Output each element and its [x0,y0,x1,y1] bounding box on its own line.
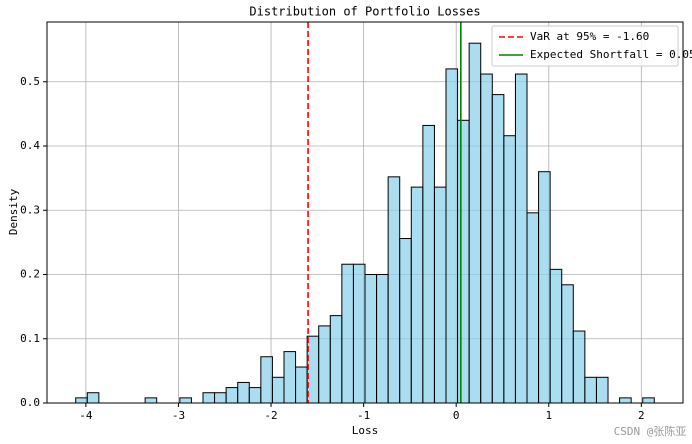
chart-title: Distribution of Portfolio Losses [249,5,480,19]
bar [445,68,459,404]
bar [387,176,401,404]
bar [526,212,540,404]
y-tick-label: 0.0 [20,396,40,409]
x-tick-label: -1 [357,409,370,422]
bar [329,315,343,404]
bar [503,135,516,404]
bar [271,376,285,404]
bar [202,392,216,404]
x-tick-label: 2 [638,409,645,422]
x-tick-label: -2 [264,409,277,422]
y-tick-label: 0.4 [20,139,40,152]
bar [318,325,331,404]
y-tick-label: 0.1 [20,332,40,345]
bar [283,351,297,404]
x-axis-label: Loss [352,424,379,437]
bar [619,397,632,404]
bar [642,397,655,404]
bar [491,94,505,404]
x-tick-label: 0 [453,409,460,422]
bar [538,171,551,404]
y-tick-label: 0.3 [20,203,40,216]
legend-label: Expected Shortfall = 0.05 [530,48,692,61]
bar [514,73,528,404]
legend-label: VaR at 95% = -1.60 [530,30,649,43]
y-tick-label: 0.2 [20,268,40,281]
bar [376,274,389,404]
bar [75,397,88,404]
bar [214,392,227,404]
legend-box [491,25,679,67]
bar [144,397,158,404]
x-tick-label: -4 [79,409,93,422]
bar [86,392,100,404]
bar [433,186,447,404]
bar [225,387,239,404]
bar [248,387,262,404]
watermark: CSDN @张陈亚 [614,424,687,438]
bar [561,284,574,404]
y-axis-label: Density [7,188,20,235]
bar [480,73,493,404]
bar [549,268,563,404]
bar [364,274,378,404]
y-tick-label: 0.5 [20,75,40,88]
bar [584,376,597,404]
bar [237,381,250,404]
bar [352,263,366,404]
bar [341,263,354,404]
bar [422,124,435,404]
bar [572,330,586,404]
bar [260,356,273,404]
x-tick-label: -3 [172,409,185,422]
bar [595,376,609,404]
bar [468,42,482,404]
bar [306,335,320,404]
axes-frame [46,21,684,404]
bar [410,186,424,404]
x-tick-label: 1 [545,409,552,422]
bar [179,397,192,404]
bar [295,366,308,404]
bar [399,238,412,404]
bar [457,119,470,404]
